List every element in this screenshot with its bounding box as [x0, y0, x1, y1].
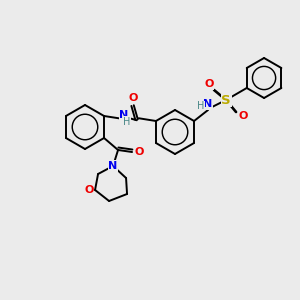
Text: O: O — [134, 147, 144, 157]
Text: S: S — [221, 94, 231, 106]
Text: N: N — [203, 99, 213, 109]
Text: O: O — [238, 111, 248, 121]
Text: O: O — [204, 79, 214, 89]
Text: H: H — [123, 117, 130, 127]
Text: O: O — [84, 185, 94, 195]
Text: N: N — [108, 161, 118, 171]
Text: H: H — [197, 101, 205, 111]
Text: O: O — [128, 93, 137, 103]
Text: N: N — [119, 110, 128, 120]
